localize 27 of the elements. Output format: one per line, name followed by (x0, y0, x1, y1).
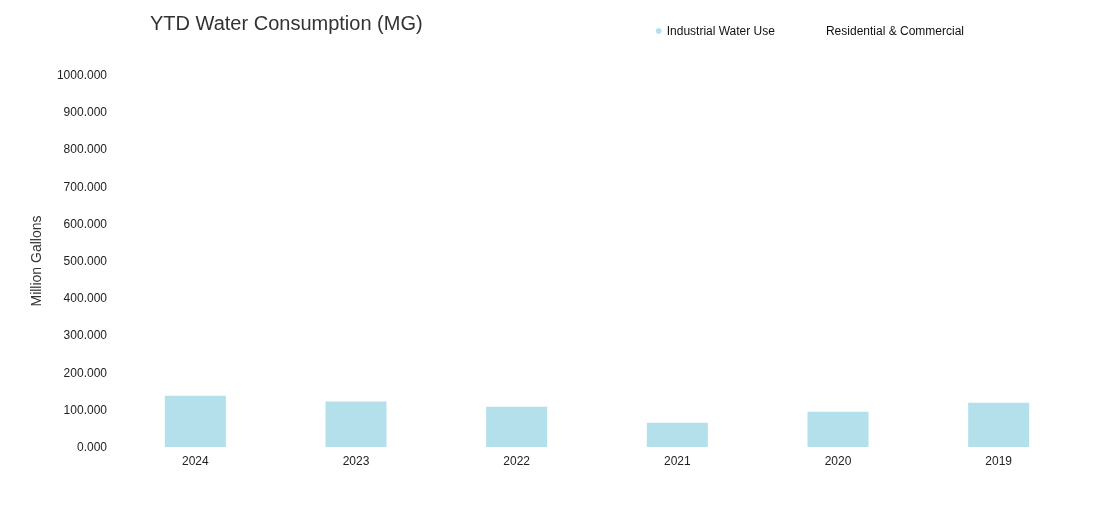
y-tick-label: 100.000 (63, 402, 108, 417)
y-tick-label: 900.000 (63, 105, 108, 120)
text: Residential & Commercial (825, 24, 964, 38)
y-tick-label: 0.000 (76, 440, 108, 454)
bar (807, 411, 869, 447)
y-tick-label: 400.000 (63, 291, 108, 306)
legend-label: Industrial Water Use (666, 24, 776, 38)
chart-title: YTD Water Consumption (MG) (150, 12, 423, 34)
x-tick-label: 2020 (824, 454, 852, 468)
x-tick-label: 2024 (181, 454, 209, 468)
x-tick-label: 2019 (985, 454, 1013, 468)
y-tick-label: 800.000 (63, 142, 108, 157)
y-axis-title: Million Gallons (28, 215, 44, 307)
y-tick-label: 500.000 (63, 254, 108, 268)
y-tick-label: 200.000 (63, 365, 108, 380)
bar (325, 401, 387, 447)
x-tick-label: 2022 (503, 454, 531, 468)
y-tick-label: 1000.000 (56, 68, 108, 82)
bar (646, 422, 708, 447)
bar (164, 395, 226, 447)
x-tick-label: 2023 (342, 454, 370, 468)
bar (486, 406, 548, 447)
y-tick-label: 600.000 (63, 216, 108, 231)
y-tick-label: 300.000 (63, 328, 108, 343)
bar (968, 402, 1030, 447)
y-tick-label: 700.000 (63, 179, 108, 194)
x-tick-label: 2021 (663, 454, 691, 468)
